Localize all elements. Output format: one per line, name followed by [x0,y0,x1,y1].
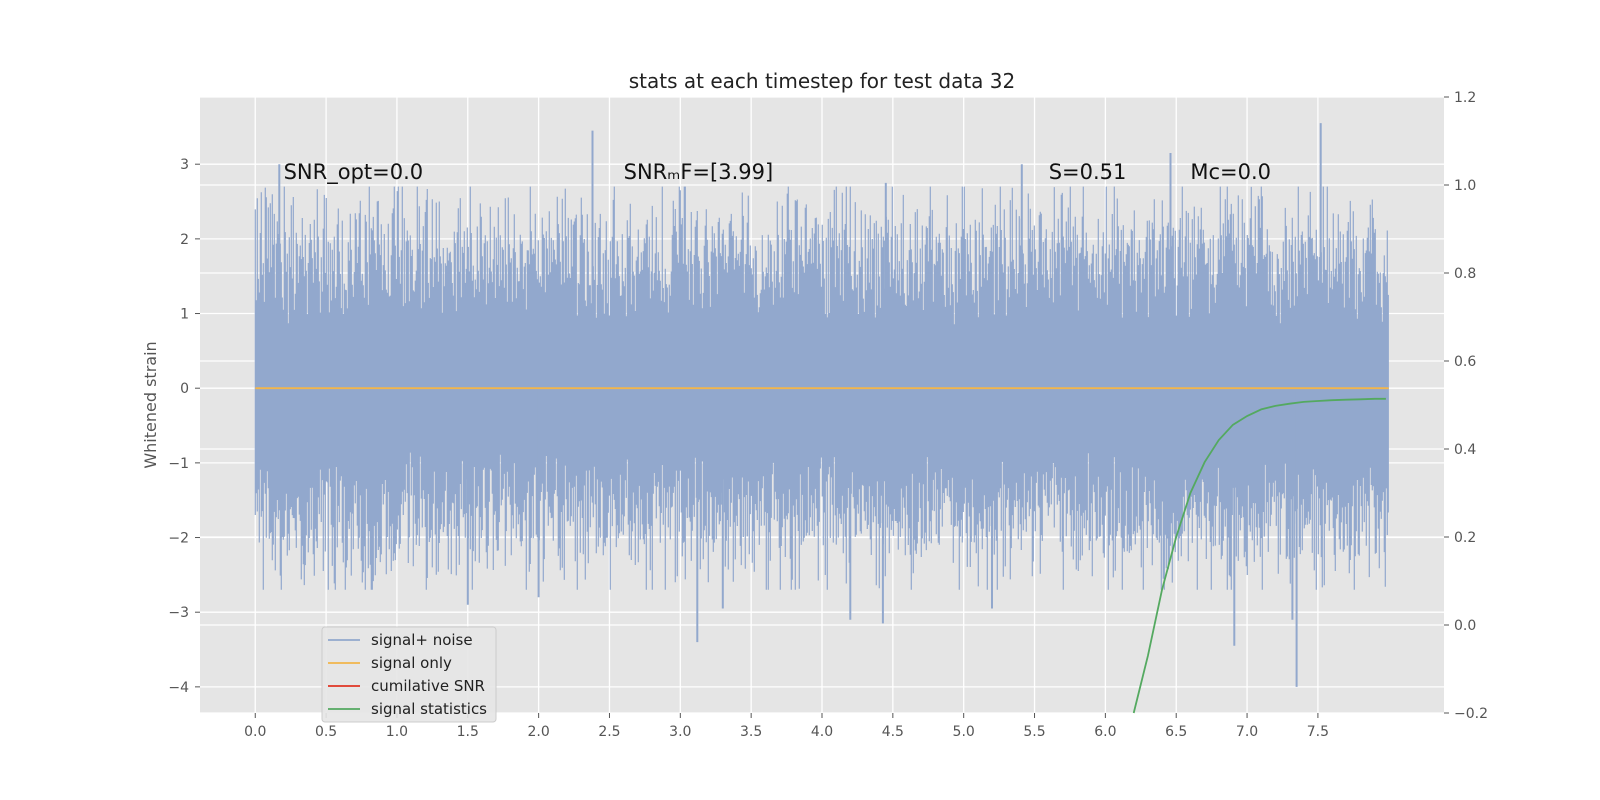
annotation-text: Mᴄ=0.0 [1190,160,1271,184]
x-tick-label: 7.5 [1307,724,1329,740]
signal-noise-series [254,123,1389,687]
y2-tick-label: 0.8 [1454,266,1476,282]
legend: signal+ noise signal only cumilative SNR si… [321,626,497,723]
legend-entry: signal statistics [371,700,487,718]
series-line-signal-statistics [1132,397,1386,714]
y-tick-label: 1 [180,307,189,323]
x-tick-label: 5.0 [953,724,975,740]
x-tick-label: 4.0 [811,724,833,740]
y-tick-label: −2 [168,531,189,547]
axes: 0.0 0.5 1.0 1.5 2.0 2.5 3.0 3.5 4.0 4.5 5.0 5.5 6.0 6… [168,90,1488,740]
x-tick-label: 6.5 [1165,724,1187,740]
x-tick-label: 4.5 [882,724,904,740]
x-tick-label: 1.0 [386,724,408,740]
y2-tick-label: 1.2 [1454,90,1476,106]
x-tick-label: 7.0 [1236,724,1258,740]
x-tick-label: 1.5 [457,724,479,740]
legend-box [321,626,497,723]
x-tick-label: 2.5 [598,724,620,740]
y2-tick-label: 0.0 [1454,618,1476,634]
y2-tick-label: −0.2 [1454,706,1488,722]
y2-tick-label: 0.4 [1454,442,1476,458]
signal-noise-line [254,186,1389,590]
x-tick-label: 6.0 [1094,724,1116,740]
y-tick-label: 3 [180,157,189,173]
legend-entry: signal only [371,654,452,672]
x-tick-label: 5.5 [1023,724,1045,740]
x-tick-label: 0.0 [244,724,266,740]
chart-title: stats at each timestep for test data 32 [629,69,1015,93]
signal-noise-spikes [278,123,1322,687]
y2-tick-label: 1.0 [1454,178,1476,194]
y-tick-label: −3 [168,605,189,621]
annotation-text: SNRₘF=[3.99] [624,160,774,184]
annotation-text: SNR_opt=0.0 [284,160,424,185]
x-tick-label: 2.0 [527,724,549,740]
line-series [255,387,1389,714]
y-tick-label: 0 [180,381,189,397]
y-tick-label: −4 [168,680,189,696]
y-axis-label: Whitened strain [141,341,160,468]
y-tick-label: 2 [180,232,189,248]
x-tick-label: 0.5 [315,724,337,740]
y-tick-label: −1 [168,456,189,472]
y2-tick-label: 0.2 [1454,530,1476,546]
legend-entry: cumilative SNR [371,677,485,695]
x-tick-label: 3.5 [740,724,762,740]
legend-entry: signal+ noise [371,631,473,649]
y2-tick-label: 0.6 [1454,354,1476,370]
annotations: SNR_opt=0.0 SNRₘF=[3.99] S=0.51 Mᴄ=0.0 [284,160,1271,185]
annotation-text: S=0.51 [1049,160,1127,184]
x-tick-label: 3.0 [669,724,691,740]
